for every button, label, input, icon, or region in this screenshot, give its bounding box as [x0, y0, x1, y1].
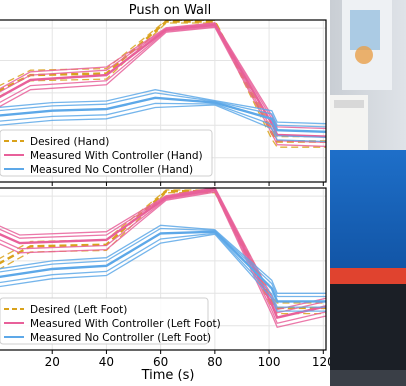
top-legend-label: Desired (Hand)	[30, 136, 109, 148]
top-series-2-line	[0, 92, 327, 128]
bottom-series-1-line	[0, 190, 327, 325]
top-series-2-line	[0, 89, 327, 125]
top-chart: Desired (Hand) Measured With Controller (…	[0, 19, 327, 186]
top-series-2-line	[0, 104, 327, 143]
top-series-1-line	[0, 23, 327, 138]
top-series-0-line	[0, 20, 326, 143]
red-mat-edge	[330, 268, 406, 284]
appliance-panel	[334, 100, 364, 108]
bottom-series-2-line	[0, 227, 326, 298]
bottom-series-2-line	[0, 230, 326, 303]
bottom-x-tick-label: 40	[99, 355, 114, 369]
bottom-x-tick-label: 80	[207, 355, 222, 369]
top-legend-label: Measured With Controller (Hand)	[30, 150, 203, 162]
bottom-legend-label: Measured No Controller (Left Foot)	[30, 332, 211, 344]
bottom-series-1-line	[0, 191, 327, 329]
bottom-series-0-line	[0, 190, 326, 310]
bottom-series-2-line	[0, 233, 326, 312]
bottom-x-tick-label: 120	[312, 355, 330, 369]
bottom-legend-box	[0, 297, 209, 345]
bottom-legend-label: Measured With Controller (Left Foot)	[30, 318, 221, 330]
bottom-x-tick-label: 100	[258, 355, 281, 369]
floor	[330, 284, 406, 386]
top-series-1-line	[0, 26, 327, 148]
bottom-series-1-line	[0, 188, 327, 319]
top-series-0-line	[0, 22, 326, 148]
top-legend-label: Measured No Controller (Hand)	[30, 164, 193, 176]
bottom-legend-label: Desired (Left Foot)	[30, 304, 127, 316]
chart-title: Push on Wall	[129, 3, 212, 18]
robot-photo	[330, 0, 406, 386]
top-frame	[0, 19, 327, 183]
x-axis-label: Time (s)	[141, 368, 195, 383]
top-series-1-line	[0, 22, 327, 130]
photo-illustration	[330, 0, 406, 386]
bottom-frame	[0, 187, 327, 351]
bottom-chart: 20 40 60 80 100 120 Desired (Left Foot) Measure…	[0, 186, 330, 369]
bottom-x-tick-label: 60	[153, 355, 168, 369]
bottom-series-1-line	[0, 187, 327, 314]
figure: Push on Wall Desired (Hand) Measured With…	[0, 3, 330, 383]
bottom-x-tick-label: 20	[45, 355, 60, 369]
bottom-series-1-line	[0, 186, 327, 311]
top-series-2-line	[0, 96, 327, 133]
poster-drawing	[350, 10, 380, 50]
floor-shadow	[330, 370, 406, 386]
chart-canvas: Push on Wall Desired (Hand) Measured With…	[0, 3, 330, 383]
top-series-2-line	[0, 102, 327, 139]
poster-figure	[355, 46, 373, 64]
bottom-series-2-line	[0, 224, 326, 294]
top-legend-box	[0, 129, 213, 177]
bottom-series-2-line	[0, 232, 326, 308]
